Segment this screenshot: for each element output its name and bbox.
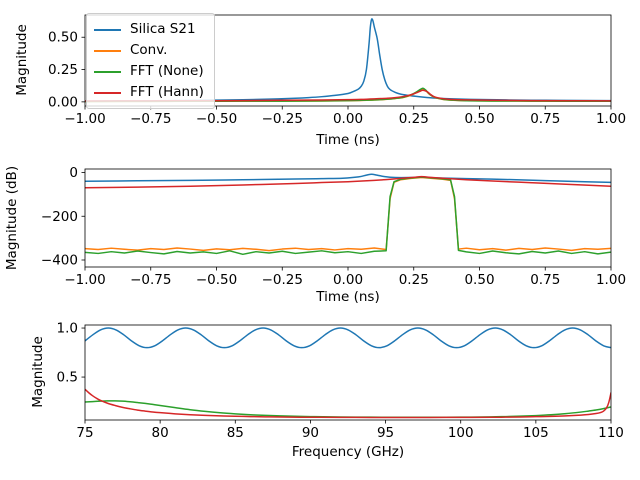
x-tick-label: −0.50	[196, 272, 237, 288]
plot-area	[85, 173, 611, 256]
series-line-fft-hann	[85, 175, 611, 189]
y-tick-label: 0.00	[48, 94, 78, 110]
legend-line-sample	[94, 70, 121, 73]
x-tick-label: 0.25	[399, 111, 429, 127]
legend-item-label: FFT (None)	[130, 63, 204, 79]
plot-area	[85, 18, 611, 103]
legend-item: FFT (Hann)	[94, 82, 208, 103]
x-tick-label: 1.00	[596, 272, 626, 288]
legend-item: Conv.	[94, 40, 208, 61]
x-tick-label: 0.75	[530, 111, 560, 127]
x-tick-label: 0.25	[399, 272, 429, 288]
plot-area	[85, 327, 611, 419]
series-line-fft-hann	[85, 388, 611, 419]
x-tick-label: 0.50	[464, 272, 494, 288]
y-axis-label-bottom: Magnitude	[30, 336, 46, 408]
x-tick-label: 0.50	[464, 111, 494, 127]
x-axis-label-bottom: Frequency (GHz)	[291, 444, 405, 460]
series-line-silica-s21	[85, 18, 611, 102]
y-tick-label: 0.25	[48, 62, 78, 78]
x-tick-label: 100	[448, 425, 474, 441]
y-axis-label-top: Magnitude	[14, 24, 30, 96]
y-tick-label: 0.5	[57, 370, 78, 386]
y-tick-label: 1.0	[57, 321, 78, 337]
y-tick-label: −400	[41, 253, 78, 269]
x-tick-label: 0.00	[333, 111, 363, 127]
legend-line-sample	[94, 49, 121, 52]
x-tick-label: 0.75	[530, 272, 560, 288]
x-tick-label: −0.25	[262, 272, 303, 288]
x-tick-label: 105	[523, 425, 549, 441]
legend: Silica S21 Conv. FFT (None) FFT (Hann)	[86, 13, 215, 109]
axes-frame	[84, 324, 612, 421]
legend-item-label: FFT (Hann)	[130, 84, 204, 100]
x-tick-label: −1.00	[64, 111, 105, 127]
legend-line-sample	[94, 28, 121, 31]
legend-line-sample	[94, 91, 121, 94]
x-tick-label: −0.50	[196, 111, 237, 127]
series-line-silica-s21	[85, 173, 611, 184]
y-tick-label: 0	[69, 165, 78, 181]
x-tick-label: −0.25	[262, 111, 303, 127]
x-tick-label: 1.00	[596, 111, 626, 127]
x-axis-label-middle: Time (ns)	[316, 289, 380, 305]
x-tick-label: −0.75	[130, 111, 171, 127]
legend-item: FFT (None)	[94, 61, 208, 82]
series-line-silica-s21	[85, 327, 611, 349]
y-tick-label: 0.50	[48, 30, 78, 46]
y-tick-label: −200	[41, 209, 78, 225]
series-line-fft-none	[85, 400, 611, 419]
x-tick-label: 80	[152, 425, 169, 441]
x-tick-label: 75	[76, 425, 93, 441]
x-tick-label: −0.75	[130, 272, 171, 288]
series-line-fft-none	[85, 176, 611, 256]
x-axis-label-top: Time (ns)	[316, 132, 380, 148]
x-tick-label: 110	[598, 425, 624, 441]
x-tick-label: 0.00	[333, 272, 363, 288]
legend-item-label: Conv.	[130, 42, 168, 58]
x-tick-label: 95	[377, 425, 394, 441]
series-line-conv	[85, 176, 611, 252]
x-tick-label: −1.00	[64, 272, 105, 288]
legend-item: Silica S21	[94, 19, 208, 40]
legend-item-label: Silica S21	[130, 21, 196, 37]
x-tick-label: 90	[302, 425, 319, 441]
x-tick-label: 85	[227, 425, 244, 441]
series-line-fft-hann	[85, 89, 611, 102]
y-axis-label-middle: Magnitude (dB)	[4, 165, 20, 271]
